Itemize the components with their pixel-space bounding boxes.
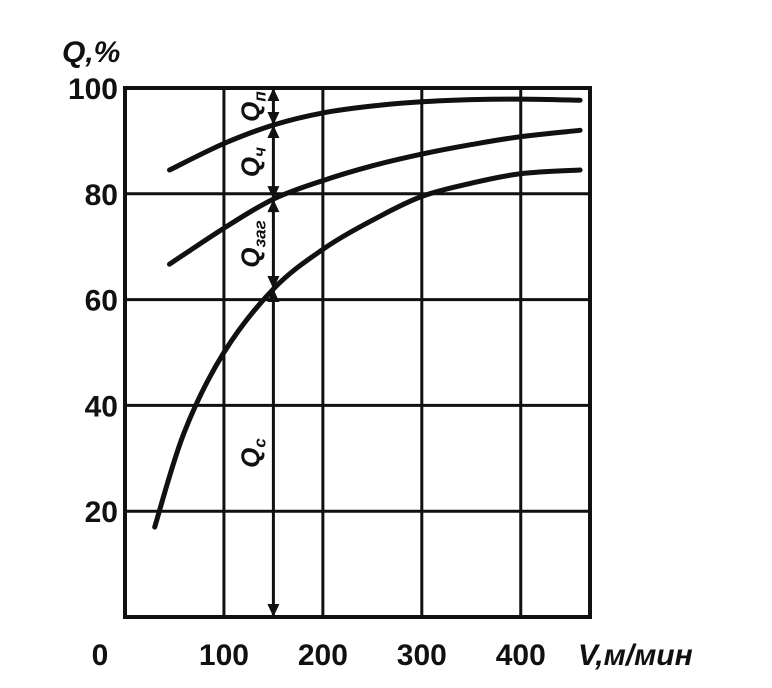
region-label-qs: Qс	[235, 438, 269, 468]
y-tick-label: 20	[85, 496, 118, 529]
region-label-letter: Q	[235, 448, 265, 468]
curves	[152, 96, 583, 530]
dimension-lines	[267, 88, 280, 617]
dimension-arrow	[267, 88, 280, 101]
dimension-arrow	[267, 604, 280, 617]
dimension-arrow	[267, 125, 280, 139]
dimension-arrow	[267, 112, 280, 126]
dimension-arrow	[267, 199, 280, 213]
region-label-letter: Q	[235, 102, 265, 122]
y-axis-label: Q,%	[62, 36, 120, 69]
svg-text:Qп: Qп	[235, 91, 269, 122]
region-label-letter: Q	[235, 157, 265, 177]
y-tick-label: 100	[68, 73, 118, 106]
x-tick-label: 400	[496, 639, 546, 672]
x-tick-label: 0	[92, 639, 109, 672]
svg-text:Qс: Qс	[235, 438, 269, 468]
curve-middle	[167, 127, 583, 267]
svg-text:Qч: Qч	[235, 147, 269, 177]
region-label-qp: Qп	[235, 91, 269, 122]
region-label-qch: Qч	[235, 147, 269, 177]
curve-lower	[152, 167, 583, 530]
dimension-arrow	[267, 289, 280, 303]
region-label-subscript: с	[250, 438, 269, 448]
region-label-letter: Q	[235, 248, 265, 268]
svg-text:Qзаг: Qзаг	[235, 220, 269, 267]
x-tick-label: 300	[397, 639, 447, 672]
plot-frame	[123, 86, 592, 619]
curve-upper	[167, 96, 583, 173]
region-label-subscript: заг	[250, 220, 269, 247]
x-axis-label: V,м/мин	[578, 639, 693, 672]
region-labels: Qп Qч Qзаг Qс	[235, 91, 269, 468]
x-tick-label: 100	[199, 639, 249, 672]
y-tick-label: 80	[85, 179, 118, 212]
region-label-subscript: ч	[250, 147, 269, 157]
region-label-subscript: п	[250, 91, 269, 102]
region-label-qzag: Qзаг	[235, 220, 269, 267]
y-tick-label: 40	[85, 390, 118, 423]
x-tick-label: 200	[298, 639, 348, 672]
dimension-arrow	[267, 186, 280, 200]
y-tick-label: 60	[85, 285, 118, 318]
tick-labels: 0 100 200 300 400 20 40 60 80 100	[68, 73, 546, 672]
dimension-arrow	[267, 276, 280, 290]
